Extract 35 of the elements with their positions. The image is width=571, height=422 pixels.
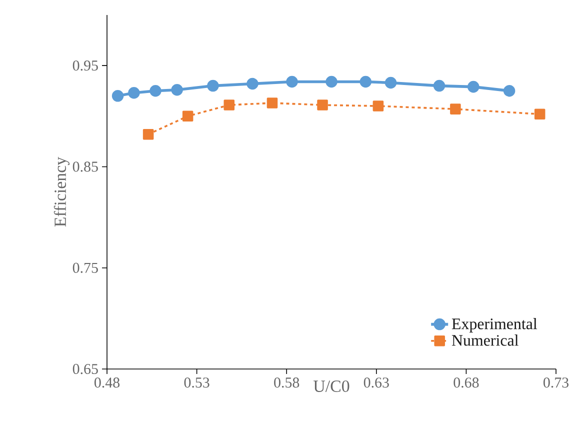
point	[433, 80, 446, 92]
y-tick-label: 0.85	[72, 162, 98, 172]
legend-label: Experimental	[452, 318, 538, 332]
y-tick-label: 0.65	[72, 364, 98, 374]
x-tick-label: 0.63	[364, 378, 389, 388]
point	[286, 76, 298, 88]
point	[182, 110, 194, 122]
x-tick-label: 0.73	[543, 378, 568, 388]
point	[207, 80, 219, 92]
point	[372, 100, 384, 112]
point	[246, 78, 258, 90]
point	[468, 80, 480, 93]
x-tick-label: 0.58	[274, 378, 300, 388]
y-tick-label: 0.95	[72, 60, 98, 71]
point	[384, 76, 397, 89]
x-axis-title: U/C0	[314, 380, 350, 392]
point	[266, 98, 278, 108]
point	[450, 104, 461, 114]
point	[128, 87, 140, 99]
x-tick-label: 0.48	[94, 378, 120, 388]
point	[503, 84, 516, 97]
point	[534, 108, 546, 120]
y-axis-title: Efficiency	[54, 156, 70, 227]
point	[150, 84, 162, 97]
x-tick-label: 0.68	[454, 378, 479, 388]
point	[112, 90, 124, 102]
y-tick-label: 0.75	[72, 262, 98, 273]
point	[360, 76, 372, 88]
point	[142, 128, 154, 140]
point	[317, 100, 328, 110]
point	[326, 76, 338, 88]
legend-label: Numerical	[452, 334, 518, 346]
point	[171, 84, 183, 96]
point	[224, 100, 235, 110]
x-tick-label: 0.53	[184, 378, 210, 388]
